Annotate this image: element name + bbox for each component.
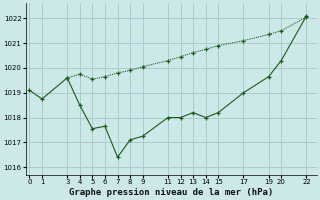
X-axis label: Graphe pression niveau de la mer (hPa): Graphe pression niveau de la mer (hPa) <box>69 188 273 197</box>
